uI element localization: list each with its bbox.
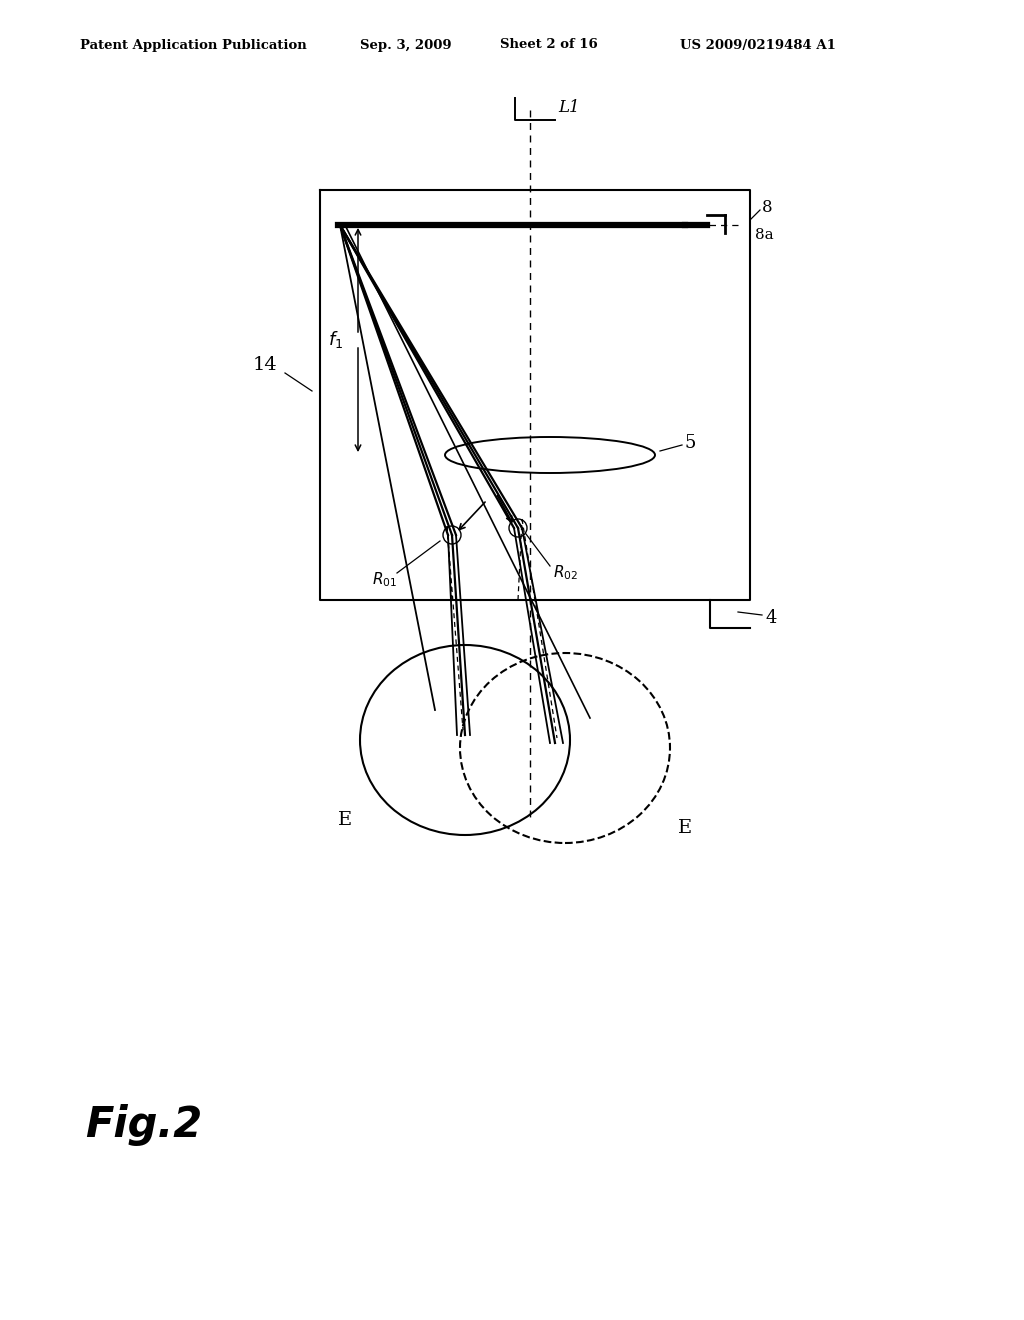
Text: 8: 8 (762, 198, 773, 215)
Text: 5: 5 (685, 434, 696, 451)
Text: $f_1$: $f_1$ (329, 330, 344, 351)
Text: US 2009/0219484 A1: US 2009/0219484 A1 (680, 38, 836, 51)
Text: $R_{01}$: $R_{01}$ (372, 570, 397, 589)
Text: Sep. 3, 2009: Sep. 3, 2009 (360, 38, 452, 51)
Text: 4: 4 (765, 609, 776, 627)
Text: 14: 14 (253, 356, 278, 374)
Text: Patent Application Publication: Patent Application Publication (80, 38, 307, 51)
Text: Sheet 2 of 16: Sheet 2 of 16 (500, 38, 598, 51)
Text: $R_{02}$: $R_{02}$ (553, 564, 579, 582)
Text: E: E (678, 818, 692, 837)
Text: E: E (338, 810, 352, 829)
Text: Fig.2: Fig.2 (85, 1104, 203, 1146)
Text: 8a: 8a (755, 228, 773, 242)
Text: L1: L1 (558, 99, 580, 116)
